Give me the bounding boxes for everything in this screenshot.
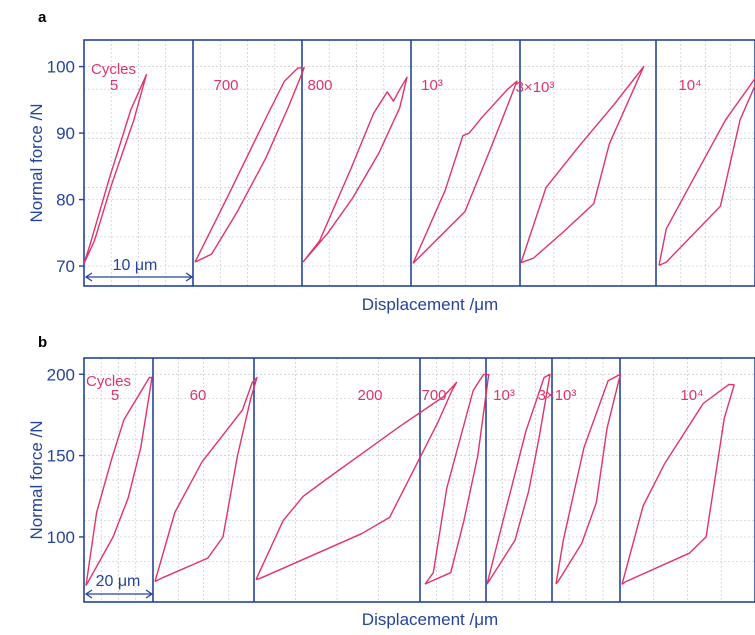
x-axis-label: Displacement /μm <box>362 610 498 629</box>
y-tick-label: 100 <box>47 58 75 77</box>
hysteresis-loop-3 <box>255 381 458 581</box>
scale-bar-label: 10 μm <box>113 257 158 274</box>
scale-bar-arrow-right <box>185 272 194 282</box>
series-label: 700 <box>213 77 238 94</box>
series-label: 10³ <box>421 77 443 94</box>
hysteresis-loop-2 <box>154 376 258 583</box>
cycles-label: Cycles <box>86 373 131 390</box>
y-tick-label: 90 <box>56 124 75 143</box>
hysteresis-loop-7 <box>621 383 735 585</box>
y-tick-label: 100 <box>47 528 75 547</box>
series-label: 10⁴ <box>678 77 701 94</box>
scale-bar-arrow-left <box>84 589 93 599</box>
panel-b: b 100 150 200 Displacement /μm Normal force /… <box>27 334 755 629</box>
series-label: 3×10³ <box>538 387 577 404</box>
panel-a: a 70 80 90 100 Displacement /μm Normal force /… <box>27 9 755 314</box>
y-tick-label: 80 <box>56 191 75 210</box>
series-label: 200 <box>357 387 382 404</box>
series-label: 10⁴ <box>680 387 703 404</box>
hysteresis-loop-5 <box>520 65 645 264</box>
scale-bar-arrow-right <box>145 589 154 599</box>
series-label: 800 <box>307 77 332 94</box>
hysteresis-loop-1 <box>83 73 148 264</box>
x-axis-label: Displacement /μm <box>362 295 498 314</box>
hysteresis-loop-4 <box>424 373 490 585</box>
y-tick-label: 150 <box>47 447 75 466</box>
hysteresis-loop-1 <box>85 376 153 587</box>
series-label: 3×10³ <box>516 79 555 96</box>
hysteresis-loop-2 <box>194 67 305 263</box>
y-axis-label: Normal force /N <box>27 420 46 539</box>
series-label: 10³ <box>493 387 515 404</box>
scale-bar-label: 20 μm <box>96 573 141 590</box>
hysteresis-loop-6 <box>555 373 622 585</box>
y-axis-label: Normal force /N <box>27 103 46 222</box>
series-label: 60 <box>190 387 207 404</box>
series-label: 5 <box>110 77 118 94</box>
grid <box>84 358 755 602</box>
series-label: 5 <box>111 387 119 404</box>
grid <box>84 40 755 286</box>
y-tick-label: 200 <box>47 365 75 384</box>
hysteresis-loop-6 <box>658 77 755 267</box>
plot-frame <box>83 39 755 287</box>
series-label: 700 <box>421 387 446 404</box>
hysteresis-loop-3 <box>302 76 408 263</box>
hysteresis-loop-4 <box>412 80 518 264</box>
hysteresis-loop-5 <box>486 373 551 585</box>
cycles-label: Cycles <box>91 61 136 78</box>
scale-bar-arrow-left <box>84 272 93 282</box>
y-tick-label: 70 <box>56 257 75 276</box>
panel-label: a <box>38 9 47 26</box>
panel-label: b <box>38 334 47 351</box>
